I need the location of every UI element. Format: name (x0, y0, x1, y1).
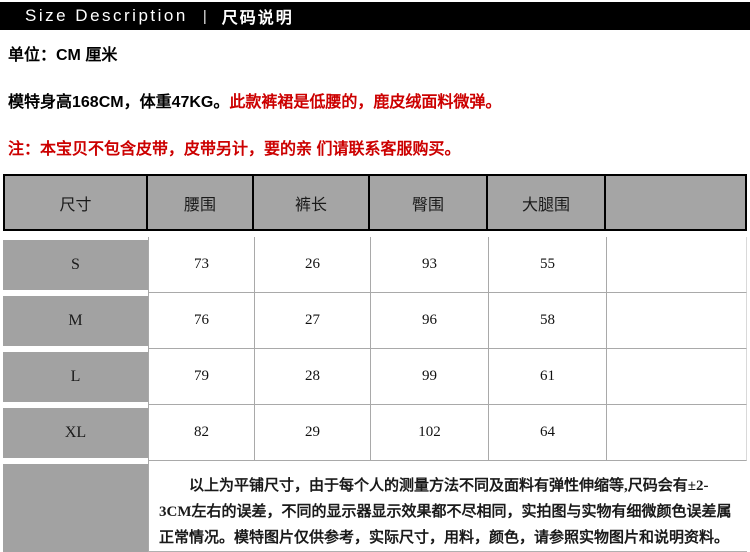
title-english: Size Description (25, 6, 188, 25)
waist-value-l: 79 (148, 349, 254, 405)
column-header-size: 尺寸 (5, 176, 148, 229)
empty-cell-l (606, 349, 747, 405)
length-value-s: 26 (254, 237, 370, 293)
thigh-value-l: 61 (488, 349, 606, 405)
length-value-xl: 29 (254, 405, 370, 461)
measurement-disclaimer: 以上为平铺尺寸，由于每个人的测量方法不同及面料有弹性伸缩等,尺码会有±2-3CM… (148, 461, 747, 552)
size-table-body: S 73 26 93 55 M 76 27 96 58 L 79 28 99 6… (3, 237, 747, 552)
length-value-m: 27 (254, 293, 370, 349)
size-label-xl: XL (3, 405, 148, 461)
model-note: 模特身高168CM，体重47KG。此款裤裙是低腰的，鹿皮绒面料微弹。 (8, 93, 750, 113)
length-value-l: 28 (254, 349, 370, 405)
hip-value-s: 93 (370, 237, 488, 293)
hip-value-m: 96 (370, 293, 488, 349)
column-header-hip: 臀围 (370, 176, 488, 229)
unit-note: 单位：CM 厘米 (8, 47, 118, 64)
hip-value-xl: 102 (370, 405, 488, 461)
size-label-l: L (3, 349, 148, 405)
thigh-value-m: 58 (488, 293, 606, 349)
column-header-thigh: 大腿围 (488, 176, 606, 229)
column-header-waist: 腰围 (148, 176, 254, 229)
empty-cell-m (606, 293, 747, 349)
model-note-black: 模特身高168CM，体重47KG。 (8, 94, 230, 111)
thigh-value-xl: 64 (488, 405, 606, 461)
footer-label-cell (3, 461, 148, 552)
column-header-empty (606, 176, 745, 229)
size-label-m: M (3, 293, 148, 349)
size-label-s: S (3, 237, 148, 293)
section-title-bar: Size Description | 尺码说明 (0, 2, 750, 30)
empty-cell-xl (606, 405, 747, 461)
waist-value-m: 76 (148, 293, 254, 349)
belt-warning-note: 注：本宝贝不包含皮带，皮带另计，要的亲 们请联系客服购买。 (8, 141, 461, 158)
title-chinese: 尺码说明 (221, 10, 294, 27)
size-table: 尺寸 腰围 裤长 臀围 大腿围 S 73 26 93 55 M 76 27 96… (3, 174, 747, 552)
title-separator: | (202, 7, 207, 25)
hip-value-l: 99 (370, 349, 488, 405)
waist-value-s: 73 (148, 237, 254, 293)
waist-value-xl: 82 (148, 405, 254, 461)
empty-cell-s (606, 237, 747, 293)
column-header-length: 裤长 (254, 176, 370, 229)
model-note-red: 此款裤裙是低腰的，鹿皮绒面料微弹。 (229, 94, 502, 111)
thigh-value-s: 55 (488, 237, 606, 293)
size-table-header-row: 尺寸 腰围 裤长 臀围 大腿围 (3, 174, 747, 231)
